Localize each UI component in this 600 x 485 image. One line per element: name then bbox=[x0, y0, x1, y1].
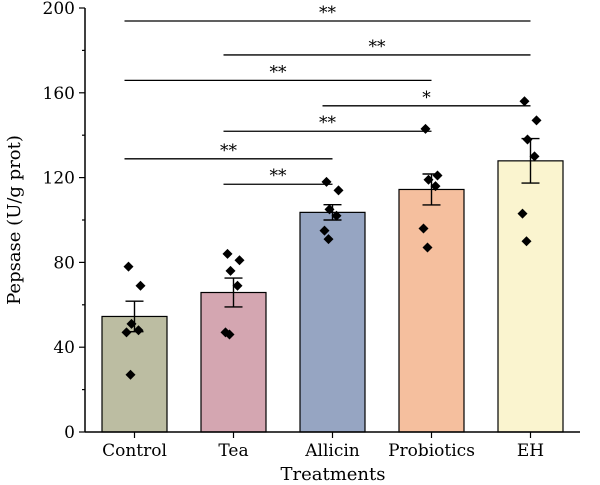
axes: 0 40 80 120 160 200 Control Tea Allicin Probiotic… bbox=[43, 0, 580, 461]
x-tick-label: Tea bbox=[218, 441, 248, 461]
data-point bbox=[133, 325, 144, 336]
data-point bbox=[522, 134, 533, 145]
data-point bbox=[224, 329, 235, 340]
data-point bbox=[333, 185, 344, 196]
data-point bbox=[423, 174, 434, 185]
significance-label: ** bbox=[270, 62, 288, 82]
data-point bbox=[319, 225, 330, 236]
data-point bbox=[531, 115, 542, 126]
bar-eh bbox=[497, 160, 564, 433]
y-tick-label: 40 bbox=[53, 338, 75, 358]
y-axis-title: Pepsase (U/g prot) bbox=[4, 135, 25, 305]
data-point bbox=[521, 236, 532, 247]
data-point bbox=[225, 265, 236, 276]
significance-label: ** bbox=[319, 113, 337, 133]
bar-tea bbox=[200, 291, 267, 433]
data-point bbox=[125, 369, 136, 380]
data-point bbox=[430, 181, 441, 192]
data-point bbox=[517, 208, 528, 219]
x-tick-label: Probiotics bbox=[388, 441, 475, 461]
data-point bbox=[126, 318, 137, 329]
data-points bbox=[121, 96, 542, 380]
data-point bbox=[323, 234, 334, 245]
bar-probiotics bbox=[398, 188, 465, 433]
y-tick-label: 160 bbox=[43, 84, 75, 104]
significance-label: ** bbox=[220, 141, 238, 161]
data-point bbox=[529, 151, 540, 162]
data-point bbox=[422, 242, 433, 253]
y-tick-label: 0 bbox=[64, 423, 75, 443]
significance-label: ** bbox=[369, 37, 387, 57]
x-tick-label: EH bbox=[517, 441, 544, 461]
data-point bbox=[234, 255, 245, 266]
data-point bbox=[432, 170, 443, 181]
data-point bbox=[222, 248, 233, 259]
data-point bbox=[135, 280, 146, 291]
data-point bbox=[321, 176, 332, 187]
y-tick-label: 80 bbox=[53, 253, 75, 273]
significance-label: * bbox=[422, 88, 431, 108]
significance-annotations: ************* bbox=[124, 3, 531, 186]
significance-label: ** bbox=[319, 3, 337, 23]
y-tick-label: 120 bbox=[43, 169, 75, 189]
data-point bbox=[418, 223, 429, 234]
y-tick-label: 200 bbox=[43, 0, 75, 19]
x-tick-label: Control bbox=[102, 441, 167, 461]
x-tick-label: Allicin bbox=[304, 441, 360, 461]
data-point bbox=[420, 123, 431, 134]
data-point bbox=[123, 261, 134, 272]
bars bbox=[101, 160, 564, 433]
x-axis-title: Treatments bbox=[280, 464, 385, 485]
data-point bbox=[232, 280, 243, 291]
significance-label: ** bbox=[270, 166, 288, 186]
data-point bbox=[121, 327, 132, 338]
data-point bbox=[331, 210, 342, 221]
data-point bbox=[324, 204, 335, 215]
data-point bbox=[519, 96, 530, 107]
bar-allicin bbox=[299, 211, 366, 433]
